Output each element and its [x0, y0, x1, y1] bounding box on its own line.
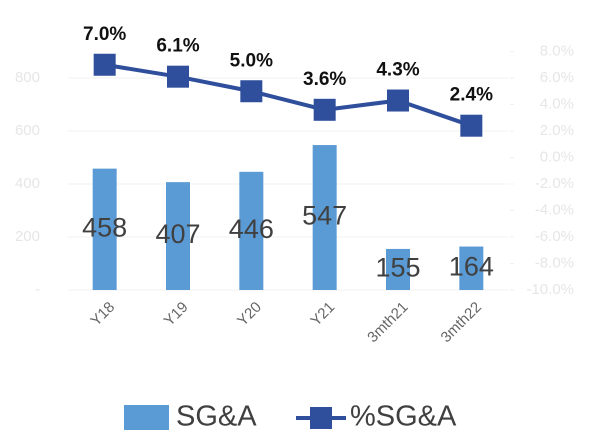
- bar-value-label: 164: [449, 251, 494, 281]
- legend-marker: [310, 407, 332, 429]
- y-tick-label: 400: [15, 175, 40, 192]
- line-marker: [387, 89, 409, 112]
- bar-value-label: 446: [229, 214, 274, 244]
- x-tick-label: Y19: [161, 299, 192, 330]
- x-tick-label: 3mth21: [364, 299, 411, 346]
- y-tick-label: 800: [15, 69, 40, 86]
- y-tick-label: 200: [15, 228, 40, 245]
- bar-value-label: 155: [375, 253, 420, 283]
- y2-tick-label: -8.0%: [535, 254, 574, 271]
- bar: [166, 182, 190, 290]
- line-marker: [167, 65, 189, 88]
- x-tick-label: Y21: [307, 299, 338, 330]
- y2-tick-label: 8.0%: [540, 42, 574, 59]
- bar: [239, 171, 264, 290]
- line-marker: [93, 53, 116, 76]
- y2-tick-label: 4.0%: [540, 95, 574, 112]
- y-tick-label: -: [35, 281, 40, 298]
- line-value-label: 3.6%: [303, 69, 346, 90]
- bar: [92, 168, 117, 290]
- y2-tick-label: 2.0%: [540, 122, 574, 139]
- legend-swatch: [124, 405, 169, 430]
- line-marker: [460, 114, 483, 137]
- y-tick-label: 600: [15, 122, 40, 139]
- bar: [386, 248, 410, 290]
- bar-value-label: 407: [155, 219, 200, 249]
- line-marker: [313, 98, 336, 121]
- x-tick-label: Y20: [234, 299, 265, 330]
- line-value-label: 5.0%: [230, 50, 273, 71]
- y2-tick-label: -6.0%: [535, 228, 574, 245]
- x-tick-label: Y18: [87, 299, 118, 330]
- bar: [312, 145, 337, 290]
- line-value-label: 6.1%: [156, 36, 199, 57]
- y2-tick-label: -2.0%: [535, 175, 574, 192]
- legend-label: SG&A: [176, 401, 257, 433]
- line-value-label: 2.4%: [450, 85, 493, 106]
- bar: [459, 246, 484, 290]
- bar-value-label: 547: [302, 201, 347, 231]
- line-marker: [240, 80, 263, 103]
- y2-tick-label: 0.0%: [540, 148, 574, 165]
- bar-value-label: 458: [82, 212, 127, 242]
- legend-label: %SG&A: [350, 401, 457, 433]
- line-value-label: 4.3%: [376, 60, 419, 81]
- y2-tick-label: -4.0%: [535, 201, 574, 218]
- line-value-label: 7.0%: [83, 24, 126, 45]
- x-tick-label: 3mth22: [438, 299, 485, 346]
- y2-tick-label: 6.0%: [540, 69, 574, 86]
- y2-tick-label: -10.0%: [526, 281, 574, 298]
- line: [104, 62, 472, 128]
